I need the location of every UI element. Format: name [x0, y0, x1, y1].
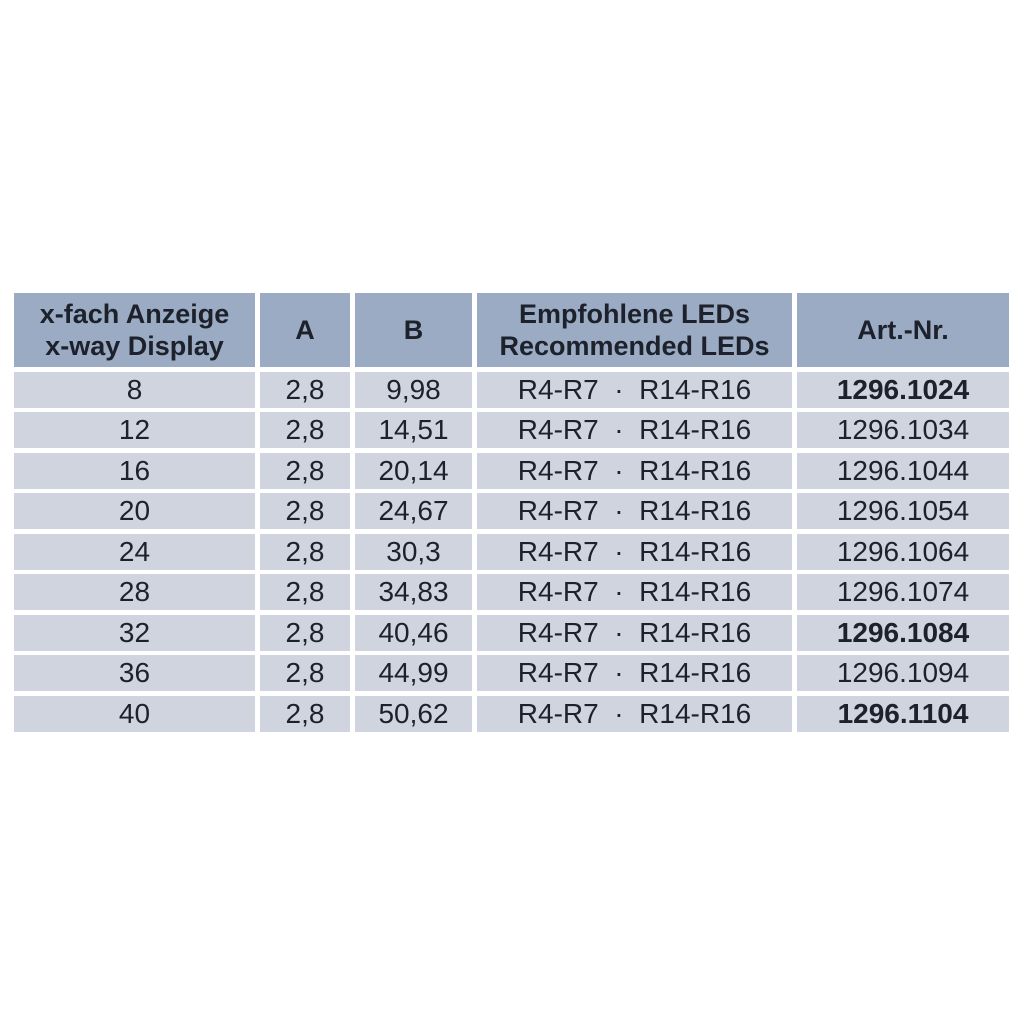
art-nr-cell: 1296.1044: [797, 452, 1009, 489]
dim-b-cell: 24,67: [355, 493, 472, 529]
dim-a-cell: 2,8: [260, 695, 350, 732]
header-display-count: x-fach Anzeige x-way Display: [14, 293, 255, 367]
leds-cell: R4-R7 · R14-R16: [477, 493, 792, 529]
leds-cell: R4-R7 · R14-R16: [477, 574, 792, 610]
dim-b-cell: 40,46: [355, 614, 472, 651]
display-count-cell: 36: [14, 655, 255, 691]
header-dim-a: A: [260, 293, 350, 367]
display-count-cell: 20: [14, 493, 255, 529]
art-nr-cell: 1296.1034: [797, 412, 1009, 448]
leds-cell: R4-R7 · R14-R16: [477, 452, 792, 489]
dim-a-cell: 2,8: [260, 574, 350, 610]
art-nr-cell: 1296.1094: [797, 655, 1009, 691]
leds-cell: R4-R7 · R14-R16: [477, 412, 792, 448]
dim-b-cell: 50,62: [355, 695, 472, 732]
dim-a-cell: 2,8: [260, 493, 350, 529]
art-nr-cell: 1296.1104: [797, 695, 1009, 732]
leds-cell: R4-R7 · R14-R16: [477, 371, 792, 408]
art-nr-cell: 1296.1024: [797, 371, 1009, 408]
dim-b-cell: 44,99: [355, 655, 472, 691]
dim-b-cell: 34,83: [355, 574, 472, 610]
display-count-cell: 28: [14, 574, 255, 610]
dim-b-cell: 9,98: [355, 371, 472, 408]
header-display-count-de: x-fach Anzeige: [39, 299, 230, 329]
art-nr-cell: 1296.1064: [797, 533, 1009, 570]
display-count-cell: 12: [14, 412, 255, 448]
product-spec-table: x-fach Anzeige x-way Display A B Empfohl…: [14, 293, 1010, 732]
leds-cell: R4-R7 · R14-R16: [477, 533, 792, 570]
dim-a-cell: 2,8: [260, 371, 350, 408]
art-nr-cell: 1296.1074: [797, 574, 1009, 610]
header-dim-b: B: [355, 293, 472, 367]
dim-a-cell: 2,8: [260, 614, 350, 651]
header-art-nr: Art.-Nr.: [797, 293, 1009, 367]
header-display-count-en: x-way Display: [45, 331, 224, 361]
display-count-cell: 40: [14, 695, 255, 732]
art-nr-cell: 1296.1054: [797, 493, 1009, 529]
display-count-cell: 16: [14, 452, 255, 489]
display-count-cell: 24: [14, 533, 255, 570]
leds-cell: R4-R7 · R14-R16: [477, 614, 792, 651]
display-count-cell: 8: [14, 371, 255, 408]
header-leds-en: Recommended LEDs: [499, 331, 770, 361]
dim-a-cell: 2,8: [260, 412, 350, 448]
art-nr-cell: 1296.1084: [797, 614, 1009, 651]
header-leds: Empfohlene LEDs Recommended LEDs: [477, 293, 792, 367]
leds-cell: R4-R7 · R14-R16: [477, 695, 792, 732]
dim-b-cell: 14,51: [355, 412, 472, 448]
display-count-cell: 32: [14, 614, 255, 651]
header-leds-de: Empfohlene LEDs: [518, 299, 751, 329]
dim-b-cell: 30,3: [355, 533, 472, 570]
dim-a-cell: 2,8: [260, 533, 350, 570]
dim-a-cell: 2,8: [260, 452, 350, 489]
dim-b-cell: 20,14: [355, 452, 472, 489]
leds-cell: R4-R7 · R14-R16: [477, 655, 792, 691]
dim-a-cell: 2,8: [260, 655, 350, 691]
